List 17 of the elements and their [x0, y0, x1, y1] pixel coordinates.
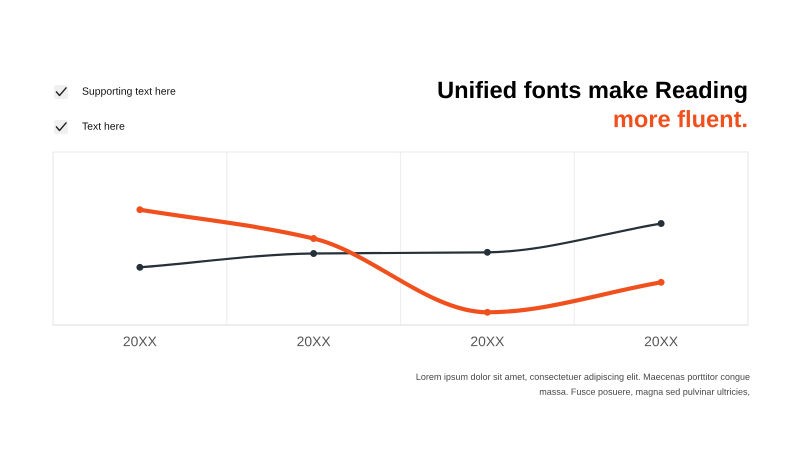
chart-subtitle: more fluent. [614, 110, 746, 128]
x-tick-label: 20XX [297, 336, 330, 346]
point [484, 248, 491, 256]
point [136, 206, 144, 214]
x-tick-label: 20XX [471, 336, 504, 346]
chart-title: Unified fonts make Reading [438, 80, 746, 104]
point [136, 264, 144, 271]
point [658, 278, 665, 286]
text: Supporting text here [82, 87, 176, 97]
x-tick-label: 20XX [644, 336, 678, 346]
point [310, 235, 318, 242]
point [484, 308, 491, 316]
text: Text here [82, 122, 124, 130]
point [658, 220, 665, 227]
point [310, 250, 318, 257]
text: Lorem ipsum dolor sit amet, consectetuer adipiscing elit. Maecenas porttitor congue massa. Fusce posuere, magna sed pulvinar ultricies, [416, 373, 750, 397]
x-tick-label: 20XX [124, 336, 157, 346]
